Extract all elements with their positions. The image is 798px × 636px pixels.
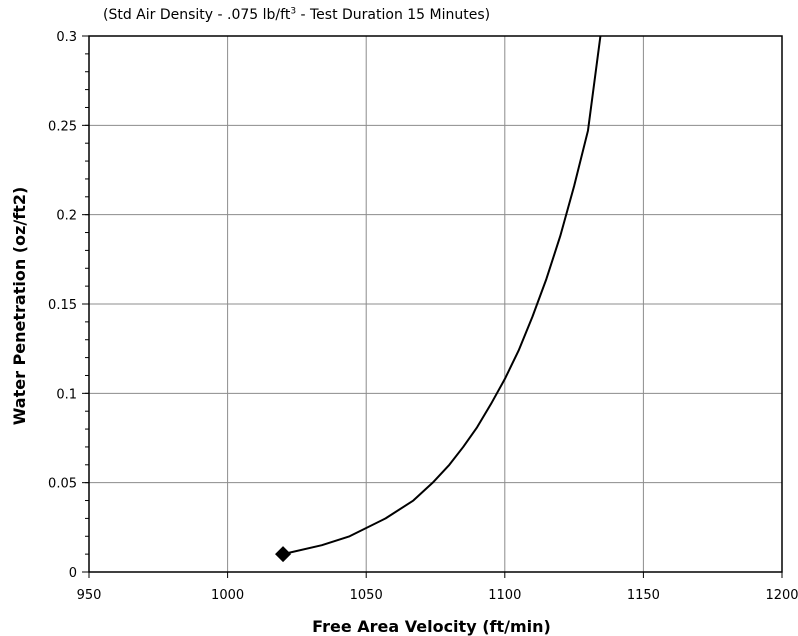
y-tick-label: 0.1: [56, 387, 77, 402]
y-tick-label: 0.25: [48, 119, 77, 134]
y-tick-label: 0: [69, 566, 77, 581]
data-series: [275, 36, 602, 563]
x-tick-label: 1100: [488, 588, 521, 603]
chart-subtitle: (Std Air Density - .075 lb/ft3 - Test Du…: [103, 7, 490, 23]
x-tick-label: 950: [77, 588, 102, 603]
x-tick-label: 1200: [765, 588, 798, 603]
x-tick-label: 1000: [211, 588, 244, 603]
subtitle-text: (Std Air Density - .075 lb/ft: [103, 7, 291, 23]
y-tick-label: 0.3: [56, 30, 77, 45]
plot-frame: [88, 35, 783, 573]
gridlines: [82, 35, 783, 578]
x-axis-label: Free Area Velocity (ft/min): [312, 617, 551, 636]
series-line: [282, 36, 602, 556]
tick-labels: 950 1000 1050 1100 1150 1200 0 0.05 0.1 0.15 0.2 0.…: [48, 30, 798, 603]
x-tick-label: 1050: [350, 588, 383, 603]
subtitle-text-rest: - Test Duration 15 Minutes): [296, 7, 491, 23]
diamond-marker: [275, 546, 292, 563]
y-axis-label: Water Penetration (oz/ft2): [10, 187, 29, 426]
x-tick-label: 1150: [627, 588, 660, 603]
y-tick-label: 0.2: [56, 209, 77, 224]
y-tick-label: 0.05: [48, 477, 77, 492]
subtitle-superscript: 3: [290, 6, 297, 17]
y-tick-label: 0.15: [48, 298, 77, 313]
